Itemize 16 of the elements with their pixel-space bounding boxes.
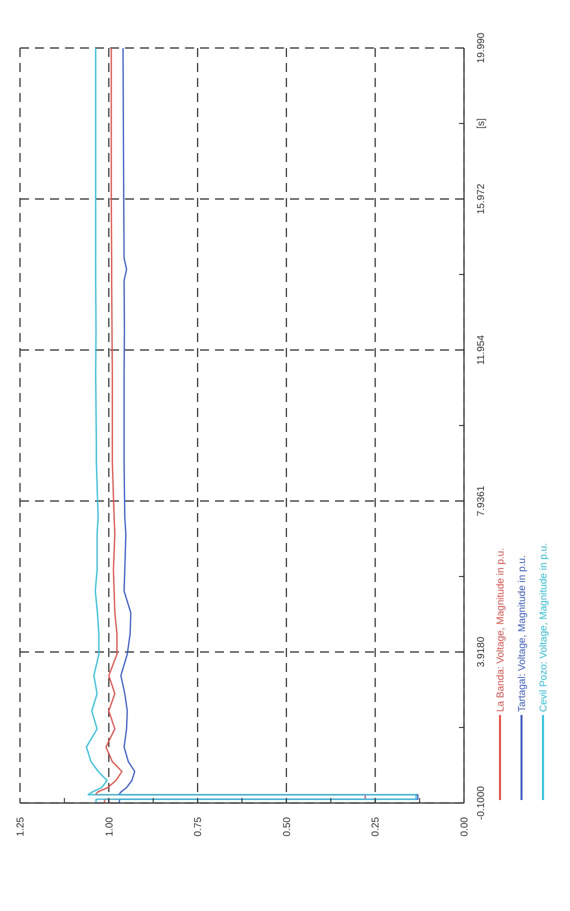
text: Tartagal: Voltage, Magnitude in p.u. bbox=[517, 555, 528, 712]
y-tick-label: 3.9180 bbox=[476, 636, 487, 668]
x-tick-label: 0.25 bbox=[370, 816, 382, 836]
y-tick-label: 7.9361 bbox=[476, 485, 487, 516]
x-tick-label: 1.00 bbox=[104, 816, 116, 836]
x-tick-label: 0.75 bbox=[193, 816, 204, 836]
x-tick-label: 0.00 bbox=[460, 816, 470, 836]
y-tick-label: 15.972 bbox=[476, 183, 487, 214]
y-axis-title: [s] bbox=[476, 118, 487, 129]
x-tick-label: 1.25 bbox=[16, 816, 26, 836]
x-tick-label: 0.50 bbox=[282, 816, 293, 836]
y-tick-label: 11.954 bbox=[476, 334, 487, 365]
text: Cevil Pozo: Voltage, Magnitude in p.u. bbox=[538, 543, 550, 712]
text: La Banda: Voltage, Magnitude in p.u. bbox=[496, 548, 506, 712]
y-tick-label: 19.990 bbox=[476, 32, 487, 64]
y-tick-label: -0.1000 bbox=[476, 786, 487, 820]
